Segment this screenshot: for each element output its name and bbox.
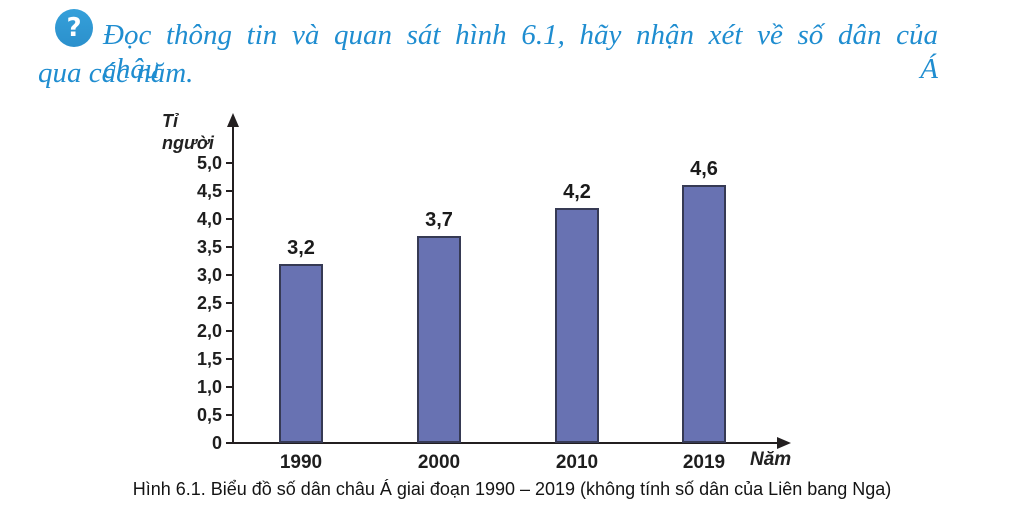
y-axis-tick-label: 2,5 (196, 293, 222, 313)
y-axis-tick-mark (226, 218, 233, 220)
x-category-label: 2019 (682, 452, 726, 473)
y-axis-tick-mark (226, 302, 233, 304)
bar-value-label: 4,6 (690, 158, 718, 180)
question-mark-icon: ? (55, 9, 93, 47)
x-category-label: 2000 (417, 452, 461, 473)
y-axis-tick-mark (226, 358, 233, 360)
bar-value-label: 3,2 (287, 237, 315, 259)
y-axis-tick-mark (226, 246, 233, 248)
y-axis-tick-label: 4,5 (196, 181, 222, 201)
y-axis-arrow-icon (227, 113, 239, 127)
y-axis-tick-label: 0,5 (196, 405, 222, 425)
x-axis-line (232, 442, 779, 444)
bar-2019 (682, 185, 726, 443)
y-axis-tick-label: 4,0 (196, 209, 222, 229)
y-axis-tick-label: 2,0 (196, 321, 222, 341)
y-axis-tick-mark (226, 274, 233, 276)
question-text-line2: qua các năm. (38, 57, 194, 89)
y-axis-label: Tỉ người (162, 111, 214, 153)
bar-2010 (555, 208, 599, 443)
y-axis-tick-mark (226, 414, 233, 416)
y-axis-tick-mark (226, 190, 233, 192)
x-category-label: 2010 (555, 452, 599, 473)
bar-value-label: 4,2 (563, 181, 591, 203)
bar-value-label: 3,7 (425, 209, 453, 231)
y-axis-tick-mark (226, 162, 233, 164)
x-axis-label: Năm (750, 449, 792, 470)
bar-2000 (417, 236, 461, 443)
y-axis-tick-label: 5,0 (196, 153, 222, 173)
x-category-label: 1990 (279, 452, 323, 473)
y-axis-tick-label: 3,5 (196, 237, 222, 257)
bar-1990 (279, 264, 323, 443)
y-axis-tick-mark (226, 386, 233, 388)
y-axis-tick-label: 0 (211, 433, 222, 453)
x-axis-arrow-icon (777, 437, 791, 449)
question-mark-glyph: ? (66, 13, 82, 43)
question-text-line1: Đọc thông tin và quan sát hình 6.1, hãy … (103, 19, 938, 85)
y-axis-tick-label: 3,0 (196, 265, 222, 285)
y-axis-tick-label: 1,0 (196, 377, 222, 397)
y-axis-line (232, 126, 234, 444)
y-axis-tick-mark (226, 330, 233, 332)
y-axis-tick-mark (226, 442, 233, 444)
figure-caption: Hình 6.1. Biểu đồ số dân châu Á giai đoạ… (132, 479, 892, 499)
y-axis-tick-label: 1,5 (196, 349, 222, 369)
